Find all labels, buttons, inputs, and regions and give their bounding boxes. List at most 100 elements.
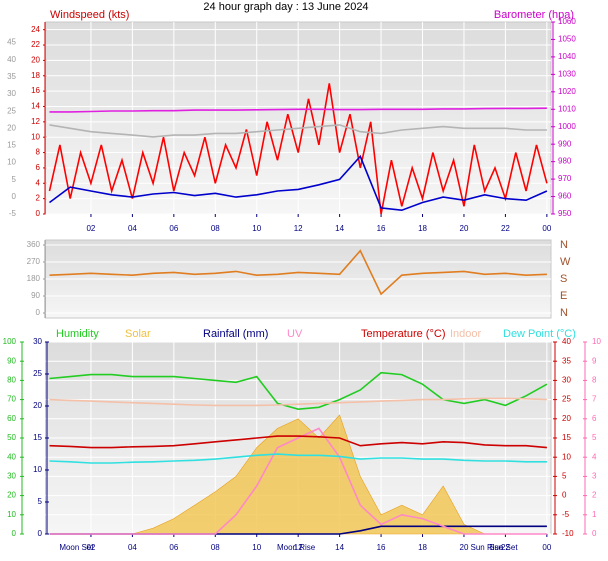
y-tick-label: 4 bbox=[36, 178, 41, 187]
x-tick-label: 12 bbox=[294, 543, 303, 552]
y3-tick-label: 35 bbox=[7, 72, 16, 81]
legend-entry: Humidity bbox=[56, 328, 99, 340]
y-tick-label: 18 bbox=[31, 71, 40, 80]
legend-entry: Temperature (°C) bbox=[361, 328, 445, 340]
y-tick-label: 40 bbox=[7, 452, 16, 461]
y-tick-label: 90 bbox=[31, 291, 40, 300]
y2-tick-label: 960 bbox=[558, 192, 572, 201]
y2-tick-label: 5 bbox=[562, 472, 567, 481]
y2-tick-label: 30 bbox=[562, 376, 571, 385]
x-tick-label: 22 bbox=[501, 224, 510, 233]
y4-tick-label: 9 bbox=[592, 356, 597, 365]
y3-tick-label: 10 bbox=[33, 465, 42, 474]
y-tick-label: 10 bbox=[31, 132, 40, 141]
annotation: Sun Set bbox=[489, 543, 518, 552]
legend-entry: Rainfall (mm) bbox=[203, 328, 268, 340]
y3-tick-label: 5 bbox=[12, 175, 17, 184]
x-tick-label: 10 bbox=[252, 224, 261, 233]
y-tick-label: 0 bbox=[12, 529, 17, 538]
y-tick-label: 12 bbox=[31, 117, 40, 126]
x-tick-label: 04 bbox=[128, 543, 137, 552]
y4-tick-label: 3 bbox=[592, 472, 597, 481]
y4-tick-label: 4 bbox=[592, 452, 597, 461]
y2-tick-label: 1050 bbox=[558, 35, 576, 44]
y-tick-label: 270 bbox=[27, 257, 41, 266]
y-tick-label: 22 bbox=[31, 40, 40, 49]
y2-tick-label: 35 bbox=[562, 356, 571, 365]
y4-tick-label: 6 bbox=[592, 414, 597, 423]
y-tick-label: 80 bbox=[7, 376, 16, 385]
y3-tick-label: -5 bbox=[9, 209, 17, 218]
annotation: Sun Rise bbox=[471, 543, 504, 552]
y3-tick-label: 15 bbox=[33, 433, 42, 442]
y-tick-label: 100 bbox=[3, 337, 17, 346]
y-tick-label: 60 bbox=[7, 414, 16, 423]
y-tick-label: 24 bbox=[31, 25, 40, 34]
y2-tick-label: 1010 bbox=[558, 104, 576, 113]
y3-tick-label: 20 bbox=[7, 123, 16, 132]
annotation: Moon Set bbox=[59, 543, 94, 552]
x-tick-label: 22 bbox=[501, 543, 510, 552]
y3-tick-label: 25 bbox=[7, 106, 16, 115]
series-line bbox=[49, 427, 547, 535]
y2-tick-label: 10 bbox=[562, 452, 571, 461]
y2-tick-label: N bbox=[560, 307, 568, 319]
y2-tick-label: 950 bbox=[558, 209, 572, 218]
y2-tick-label: 1060 bbox=[558, 17, 576, 26]
x-tick-label: 08 bbox=[211, 543, 220, 552]
annotation: Moon Rise bbox=[277, 543, 316, 552]
x-tick-label: 06 bbox=[169, 224, 178, 233]
y-tick-label: 90 bbox=[7, 356, 16, 365]
legend-entry: UV bbox=[287, 328, 303, 340]
y2-tick-label: 970 bbox=[558, 174, 572, 183]
y2-tick-label: -10 bbox=[562, 529, 574, 538]
series-line bbox=[49, 154, 548, 212]
y2-tick-label: 990 bbox=[558, 139, 572, 148]
y-axis-label: Windspeed (kts) bbox=[50, 9, 129, 21]
series-line bbox=[49, 435, 547, 449]
y2-tick-label: W bbox=[560, 256, 571, 268]
x-tick-label: 02 bbox=[86, 224, 95, 233]
x-tick-label: 18 bbox=[418, 224, 427, 233]
y-tick-label: 180 bbox=[27, 274, 41, 283]
y-tick-label: 6 bbox=[36, 163, 41, 172]
series-line bbox=[49, 249, 547, 296]
y4-tick-label: 5 bbox=[592, 433, 597, 442]
series-line bbox=[49, 107, 547, 113]
y2-tick-label: N bbox=[560, 239, 568, 251]
x-tick-label: 12 bbox=[294, 224, 303, 233]
y-tick-label: 50 bbox=[7, 433, 16, 442]
y-tick-label: 2 bbox=[36, 194, 41, 203]
y2-tick-label: S bbox=[560, 273, 567, 285]
y4-tick-label: 7 bbox=[592, 395, 597, 404]
y2-tick-label: 1040 bbox=[558, 52, 576, 61]
y3-tick-label: 10 bbox=[7, 158, 16, 167]
y3-tick-label: 40 bbox=[7, 55, 16, 64]
y-tick-label: 360 bbox=[27, 240, 41, 249]
y-tick-label: 20 bbox=[31, 56, 40, 65]
x-tick-label: 16 bbox=[377, 224, 386, 233]
y4-tick-label: 2 bbox=[592, 491, 597, 500]
y-tick-label: 16 bbox=[31, 86, 40, 95]
x-tick-label: 04 bbox=[128, 224, 137, 233]
y2-tick-label: 20 bbox=[562, 414, 571, 423]
legend-entry: Solar bbox=[125, 328, 151, 340]
y2-tick-label: E bbox=[560, 290, 567, 302]
x-tick-label: 10 bbox=[252, 543, 261, 552]
legend-entry: Dew Point (°C) bbox=[503, 328, 576, 340]
y4-tick-label: 1 bbox=[592, 510, 597, 519]
y3-tick-label: 0 bbox=[12, 192, 17, 201]
y2-tick-label: 40 bbox=[562, 337, 571, 346]
y-tick-label: 20 bbox=[7, 491, 16, 500]
y2-tick-label: 980 bbox=[558, 157, 572, 166]
y3-tick-label: 15 bbox=[7, 141, 16, 150]
y4-tick-label: 8 bbox=[592, 376, 597, 385]
x-tick-label: 02 bbox=[86, 543, 95, 552]
y-tick-label: 14 bbox=[31, 102, 40, 111]
series-line bbox=[49, 397, 547, 407]
y2-tick-label: 1000 bbox=[558, 122, 576, 131]
y-tick-label: 70 bbox=[7, 395, 16, 404]
y-tick-label: 0 bbox=[36, 209, 41, 218]
y3-tick-label: 30 bbox=[33, 337, 42, 346]
